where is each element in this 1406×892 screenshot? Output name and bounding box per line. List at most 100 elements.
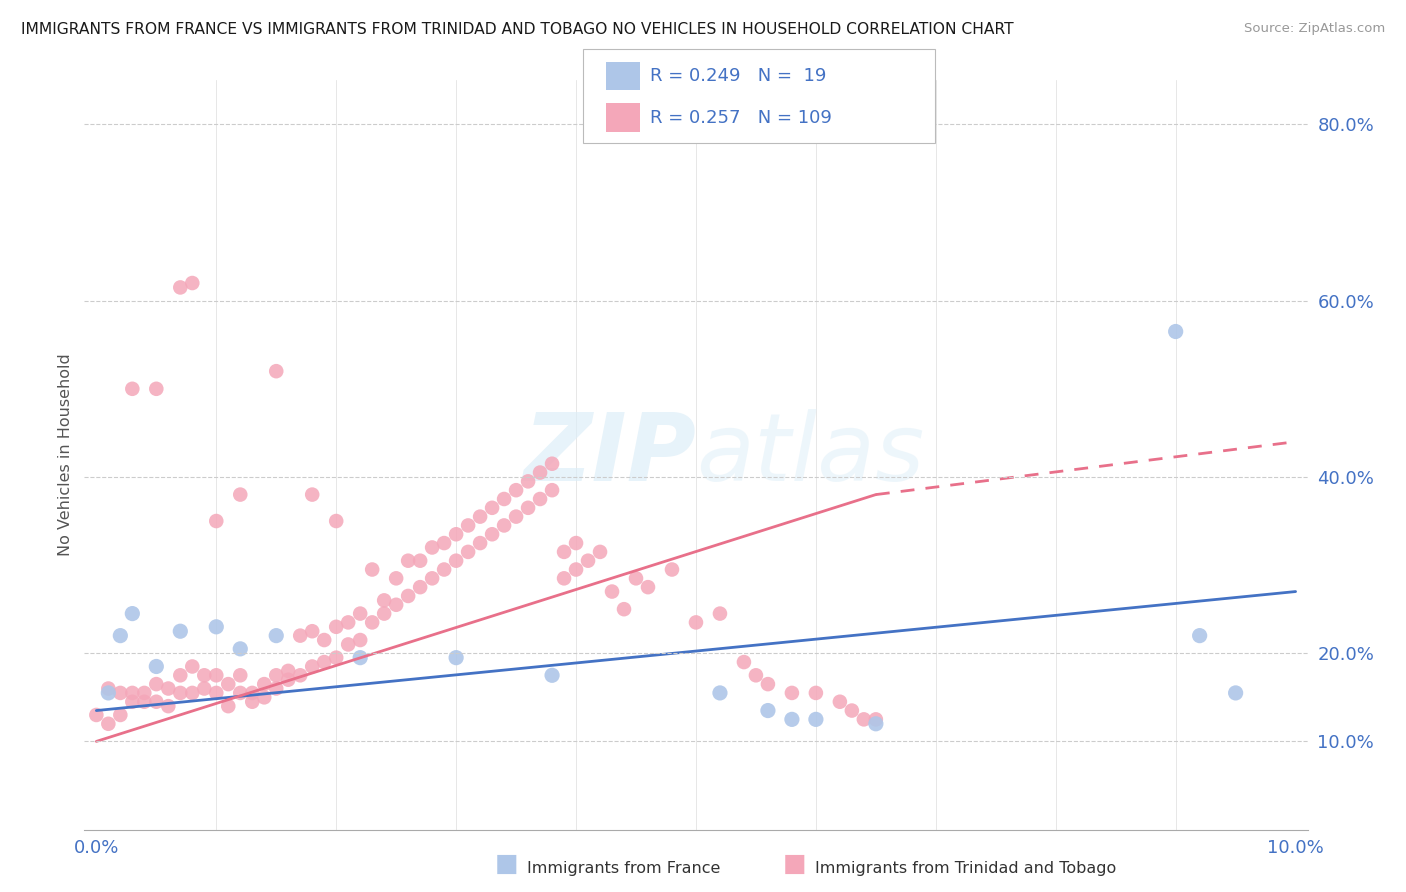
Point <box>193 681 215 696</box>
Point <box>169 624 191 639</box>
Text: ■: ■ <box>495 852 517 876</box>
Point <box>349 607 371 621</box>
Point <box>157 699 180 714</box>
Point <box>97 686 120 700</box>
Point <box>589 545 612 559</box>
Point <box>828 695 851 709</box>
Text: ■: ■ <box>783 852 806 876</box>
Point <box>229 668 252 682</box>
Point <box>121 695 143 709</box>
Point <box>205 686 228 700</box>
Point <box>804 686 827 700</box>
Point <box>733 655 755 669</box>
Text: Immigrants from Trinidad and Tobago: Immigrants from Trinidad and Tobago <box>815 861 1116 876</box>
Point <box>433 536 456 550</box>
Point <box>494 491 516 506</box>
Point <box>661 562 683 576</box>
Point <box>373 593 395 607</box>
Point <box>301 659 323 673</box>
Point <box>468 536 491 550</box>
Point <box>457 545 479 559</box>
Point <box>481 500 503 515</box>
Point <box>217 677 239 691</box>
Point <box>314 633 336 648</box>
Point <box>444 554 467 568</box>
Point <box>385 598 408 612</box>
Point <box>145 677 167 691</box>
Point <box>396 589 419 603</box>
Point <box>865 716 887 731</box>
Point <box>1164 325 1187 339</box>
Point <box>553 571 575 585</box>
Point <box>314 655 336 669</box>
Point <box>613 602 636 616</box>
Point <box>253 677 276 691</box>
Point <box>181 686 204 700</box>
Point <box>529 491 551 506</box>
Point <box>420 541 443 555</box>
Point <box>97 681 120 696</box>
Point <box>290 629 312 643</box>
Point <box>145 382 167 396</box>
Point <box>86 708 108 723</box>
Point <box>565 536 588 550</box>
Point <box>409 580 432 594</box>
Point <box>277 673 299 687</box>
Point <box>181 276 204 290</box>
Point <box>600 584 623 599</box>
Point <box>624 571 647 585</box>
Point <box>541 457 564 471</box>
Point <box>1188 629 1211 643</box>
Point <box>121 382 143 396</box>
Point <box>444 650 467 665</box>
Point <box>110 629 132 643</box>
Point <box>505 483 527 498</box>
Point <box>337 637 360 651</box>
Point <box>229 641 252 656</box>
Point <box>756 677 779 691</box>
Point <box>217 699 239 714</box>
Point <box>181 659 204 673</box>
Point <box>565 562 588 576</box>
Point <box>852 712 875 726</box>
Point <box>385 571 408 585</box>
Point <box>229 487 252 501</box>
Point <box>541 483 564 498</box>
Point <box>301 624 323 639</box>
Point <box>145 695 167 709</box>
Point <box>361 615 384 630</box>
Point <box>444 527 467 541</box>
Point <box>264 629 287 643</box>
Point <box>264 668 287 682</box>
Point <box>481 527 503 541</box>
Point <box>205 668 228 682</box>
Text: R = 0.257   N = 109: R = 0.257 N = 109 <box>650 109 831 127</box>
Point <box>325 514 347 528</box>
Point <box>134 686 156 700</box>
Text: R = 0.249   N =  19: R = 0.249 N = 19 <box>650 67 825 85</box>
Point <box>157 681 180 696</box>
Point <box>134 695 156 709</box>
Point <box>433 562 456 576</box>
Point <box>240 695 263 709</box>
Text: atlas: atlas <box>696 409 924 500</box>
Text: Source: ZipAtlas.com: Source: ZipAtlas.com <box>1244 22 1385 36</box>
Point <box>361 562 384 576</box>
Point <box>229 686 252 700</box>
Text: IMMIGRANTS FROM FRANCE VS IMMIGRANTS FROM TRINIDAD AND TOBAGO NO VEHICLES IN HOU: IMMIGRANTS FROM FRANCE VS IMMIGRANTS FRO… <box>21 22 1014 37</box>
Point <box>709 607 731 621</box>
Point <box>349 633 371 648</box>
Point <box>529 466 551 480</box>
Point <box>325 650 347 665</box>
Point <box>709 686 731 700</box>
Point <box>396 554 419 568</box>
Point <box>409 554 432 568</box>
Point <box>541 668 564 682</box>
Point <box>841 704 863 718</box>
Point <box>253 690 276 705</box>
Point <box>121 607 143 621</box>
Point <box>373 607 395 621</box>
Point <box>121 686 143 700</box>
Point <box>337 615 360 630</box>
Y-axis label: No Vehicles in Household: No Vehicles in Household <box>58 353 73 557</box>
